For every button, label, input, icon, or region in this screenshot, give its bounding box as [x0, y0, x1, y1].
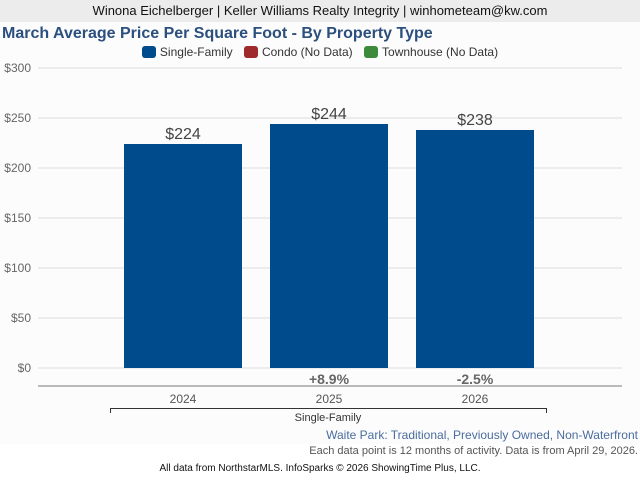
- bar-2024: [124, 144, 242, 368]
- footer-credit: All data from NorthstarMLS. InfoSparks ©…: [159, 463, 481, 474]
- x-tick-label: 2024: [170, 392, 197, 406]
- chart-title: March Average Price Per Square Foot - By…: [2, 25, 433, 42]
- legend-label: Single-Family: [159, 45, 233, 59]
- data-note: Each data point is 12 months of activity…: [309, 445, 638, 457]
- y-tick-label: $200: [4, 161, 31, 175]
- bar-value-label: $224: [165, 126, 201, 143]
- x-tick-label: 2025: [316, 392, 343, 406]
- chart-subtitle: Waite Park: Traditional, Previously Owne…: [326, 428, 638, 442]
- y-tick-label: $0: [18, 361, 32, 375]
- group-bracket: [110, 408, 547, 413]
- legend: Single-Family Condo (No Data) Townhouse …: [0, 45, 640, 59]
- bar-value-label: $238: [457, 112, 493, 129]
- header-text: Winona Eichelberger | Keller Williams Re…: [92, 3, 548, 18]
- legend-swatch-townhouse: [364, 46, 379, 58]
- header-bar: Winona Eichelberger | Keller Williams Re…: [0, 0, 640, 22]
- legend-item-townhouse[interactable]: Townhouse (No Data): [364, 45, 498, 59]
- percent-change-label: +8.9%: [309, 371, 350, 387]
- y-tick-label: $50: [11, 311, 31, 325]
- legend-label: Condo (No Data): [261, 45, 353, 59]
- legend-item-condo[interactable]: Condo (No Data): [243, 45, 353, 59]
- group-label: Single-Family: [295, 412, 362, 424]
- bar-2025: [270, 124, 388, 368]
- y-tick-label: $250: [4, 111, 31, 125]
- legend-item-single-family[interactable]: Single-Family: [141, 45, 233, 59]
- bar-value-label: $244: [311, 106, 347, 123]
- x-tick-label: 2026: [462, 392, 489, 406]
- bar-2026: [416, 130, 534, 368]
- y-tick-label: $150: [4, 211, 31, 225]
- legend-swatch-condo: [243, 46, 258, 58]
- y-tick-label: $300: [4, 61, 31, 75]
- legend-swatch-single-family: [141, 46, 156, 58]
- percent-change-label: -2.5%: [457, 371, 494, 387]
- legend-label: Townhouse (No Data): [382, 45, 499, 59]
- y-tick-label: $100: [4, 261, 31, 275]
